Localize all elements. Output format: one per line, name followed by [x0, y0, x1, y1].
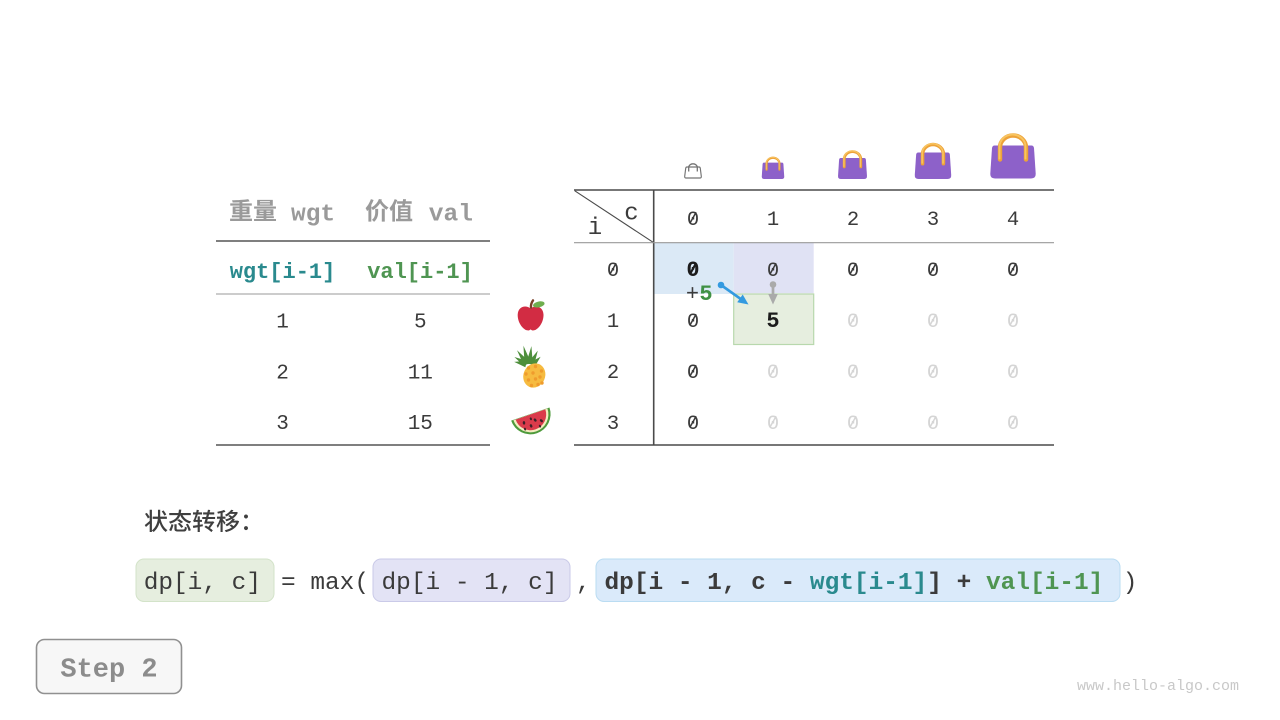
svg-text:val: val [429, 202, 473, 229]
svg-text:0: 0 [767, 413, 779, 436]
svg-text:i: i [588, 215, 602, 242]
svg-text:0: 0 [687, 362, 699, 385]
svg-text:2: 2 [276, 363, 289, 386]
svg-text:wgt[i-1]: wgt[i-1] [230, 260, 336, 285]
svg-text:0: 0 [927, 362, 939, 385]
svg-text:Step 2: Step 2 [60, 656, 157, 686]
svg-text:3: 3 [927, 209, 939, 232]
svg-text:4: 4 [1007, 209, 1019, 232]
svg-text:2: 2 [607, 362, 619, 385]
svg-text:): ) [1123, 570, 1138, 597]
svg-text:1: 1 [607, 311, 619, 334]
svg-text:dp[i - 1, c -: dp[i - 1, c - [605, 570, 796, 597]
svg-text:5: 5 [414, 312, 427, 335]
svg-text:+: + [686, 282, 699, 307]
svg-text:11: 11 [408, 363, 433, 386]
svg-text:val[i-1]: val[i-1] [367, 260, 473, 285]
svg-text:2: 2 [847, 209, 859, 232]
svg-text:0: 0 [1007, 311, 1019, 334]
svg-text:0: 0 [687, 209, 699, 232]
svg-text:0: 0 [1007, 260, 1019, 283]
svg-text:0: 0 [847, 311, 859, 334]
svg-text:0: 0 [847, 362, 859, 385]
svg-text:val[i-1]: val[i-1] [986, 570, 1103, 597]
svg-text:,: , [576, 570, 591, 597]
svg-text:0: 0 [927, 311, 939, 334]
svg-text:3: 3 [276, 413, 289, 436]
svg-text:0: 0 [847, 413, 859, 436]
svg-text:wgt[i-1]: wgt[i-1] [810, 570, 927, 597]
svg-text:0: 0 [767, 362, 779, 385]
svg-text:0: 0 [927, 260, 939, 283]
svg-text:0: 0 [927, 413, 939, 436]
svg-text:1: 1 [767, 209, 779, 232]
svg-text:0: 0 [847, 260, 859, 283]
svg-text:0: 0 [1007, 413, 1019, 436]
svg-text:] +: ] + [927, 570, 971, 597]
svg-text:www.hello-algo.com: www.hello-algo.com [1077, 678, 1239, 695]
svg-text:wgt: wgt [291, 202, 335, 229]
svg-text:3: 3 [607, 413, 619, 436]
svg-text:0: 0 [607, 260, 619, 283]
svg-text:1: 1 [276, 312, 289, 335]
svg-text:0: 0 [767, 260, 779, 283]
svg-text:5: 5 [699, 282, 712, 307]
svg-text:15: 15 [408, 413, 433, 436]
svg-text:c: c [624, 201, 638, 228]
svg-text:0: 0 [1007, 362, 1019, 385]
svg-text:5: 5 [766, 309, 779, 334]
svg-text:0: 0 [687, 413, 699, 436]
svg-text:0: 0 [687, 311, 699, 334]
svg-text:= max(: = max( [281, 570, 369, 597]
svg-text:dp[i - 1, c]: dp[i - 1, c] [382, 570, 558, 597]
svg-text:dp[i, c]: dp[i, c] [144, 570, 261, 597]
